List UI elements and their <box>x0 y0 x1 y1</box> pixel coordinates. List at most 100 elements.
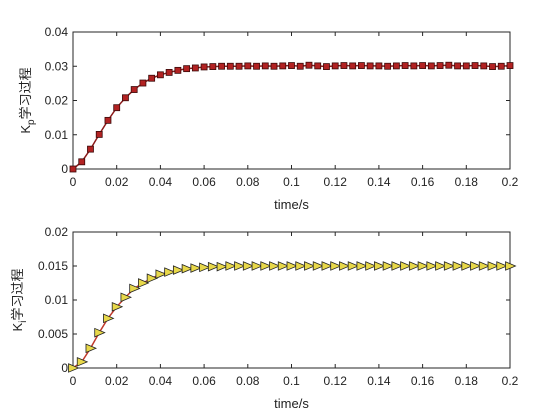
ki-data-point <box>487 261 500 271</box>
kp-data-point <box>191 64 199 72</box>
ki-data-point <box>347 261 360 271</box>
kp-data-point <box>506 62 514 69</box>
kp-y-tick-label: 0.04 <box>45 25 69 39</box>
ki-data-point <box>408 261 421 271</box>
ki-y-tick-label: 0 <box>61 361 68 375</box>
kp-data-point <box>340 62 348 69</box>
ki-data-point <box>242 261 255 271</box>
kp-y-tick-label: 0.01 <box>45 128 69 142</box>
kp-data-point <box>314 62 322 70</box>
kp-data-point <box>366 62 374 70</box>
ki-y-tick-label: 0.005 <box>38 327 68 341</box>
kp-data-point <box>323 63 330 70</box>
kp-data-point <box>288 62 295 69</box>
kp-y-axis-title: Kp学习过程 <box>18 67 37 133</box>
ki-y-tick-label: 0.01 <box>45 293 69 307</box>
ki-data-point <box>155 269 167 279</box>
kp-data-point <box>410 62 418 70</box>
ki-y-tick-label: 0.015 <box>38 259 68 273</box>
ki-data-point <box>286 261 299 271</box>
ki-data-point <box>452 261 465 271</box>
kp-data-point <box>200 63 208 71</box>
kp-data-point <box>427 62 435 70</box>
ki-x-tick-label: 0 <box>70 374 77 388</box>
kp-data-point <box>375 62 383 70</box>
ki-data-point <box>199 262 211 273</box>
ki-x-tick-label: 0.02 <box>105 374 129 388</box>
ki-data-point <box>216 261 229 272</box>
ki-x-tick-label: 0.08 <box>236 374 260 388</box>
ki-data-point <box>269 261 281 271</box>
ki-data-point <box>85 343 98 354</box>
kp-data-point <box>113 104 121 112</box>
ki-x-tick-label: 0.04 <box>149 374 173 388</box>
ki-data-point <box>304 261 316 271</box>
ki-data-point <box>321 261 333 271</box>
kp-data-point <box>139 79 147 87</box>
ki-data-point <box>120 292 132 303</box>
ki-data-point <box>312 261 325 271</box>
ki-ticks: 0 0.02 0.04 0.06 0.08 0.1 0.12 0.14 0.16 0.18 0.2 0… <box>38 225 519 388</box>
ki-data-point <box>260 261 272 271</box>
kp-data-point <box>384 62 392 70</box>
ki-plot-frame <box>72 231 511 369</box>
ki-data-point <box>365 261 377 271</box>
kp-data-point <box>130 86 138 93</box>
ki-data-point <box>400 261 412 271</box>
ki-x-tick-label: 0.14 <box>367 374 391 388</box>
ki-data-point <box>374 261 386 271</box>
ki-y-axis-title: Ki学习过程 <box>10 269 29 332</box>
kp-data-point <box>497 62 505 70</box>
kp-data-point <box>445 61 453 69</box>
ki-data-point <box>461 261 473 271</box>
kp-data-point <box>95 131 103 138</box>
kp-data-point <box>87 145 94 153</box>
kp-data-point <box>480 62 488 70</box>
ki-data-point <box>164 267 176 277</box>
kp-data-point <box>226 62 234 70</box>
ki-data-point <box>356 261 368 271</box>
kp-data-point <box>218 62 225 70</box>
ki-x-tick-label: 0.12 <box>324 374 348 388</box>
kp-data-point <box>235 62 243 70</box>
kp-data-point <box>419 62 427 69</box>
kp-data-point <box>358 62 365 69</box>
kp-data-point <box>296 62 304 70</box>
kp-data-point <box>69 165 77 173</box>
ki-data-point <box>478 261 491 271</box>
ki-data-point <box>225 261 237 271</box>
ki-data-point <box>470 261 482 271</box>
ki-data-point <box>207 261 220 272</box>
kp-data-point <box>270 62 278 70</box>
kp-x-tick-label: 0.04 <box>149 175 173 189</box>
ki-data-point <box>181 263 194 274</box>
ki-data-point <box>426 261 438 271</box>
kp-data-point <box>253 62 260 70</box>
kp-data-point <box>157 71 164 79</box>
kp-data-point <box>148 74 156 82</box>
kp-data-point <box>392 62 400 70</box>
ki-data-point <box>103 313 115 324</box>
ki-data-point <box>330 261 342 271</box>
kp-x-tick-label: 0.12 <box>324 175 348 189</box>
kp-y-tick-label: 0.02 <box>45 94 69 108</box>
ki-data-point <box>94 327 106 338</box>
kp-x-tick-label: 0.02 <box>105 175 129 189</box>
kp-data-point <box>279 62 287 70</box>
ki-y-tick-label: 0.02 <box>45 225 69 239</box>
kp-data-point <box>78 158 86 166</box>
ki-data-point <box>382 261 395 271</box>
kp-data-point <box>489 63 496 70</box>
kp-ticks: 0 0.02 0.04 0.06 0.08 0.1 0.12 0.14 0.16 0.18 0.2 0… <box>45 25 519 189</box>
kp-learning-plot: 0 0.02 0.04 0.06 0.08 0.1 0.12 0.14 0.16 0.18 0.2 0… <box>45 25 519 212</box>
ki-x-tick-label: 0.1 <box>283 374 300 388</box>
ki-data-point <box>277 261 290 271</box>
ki-data-point <box>496 261 508 271</box>
kp-x-tick-label: 0.18 <box>455 175 479 189</box>
kp-data-point <box>183 65 191 73</box>
kp-data-point <box>349 62 357 70</box>
ki-data-point <box>505 261 517 271</box>
kp-data-point <box>122 94 129 102</box>
kp-data-point <box>244 62 252 70</box>
